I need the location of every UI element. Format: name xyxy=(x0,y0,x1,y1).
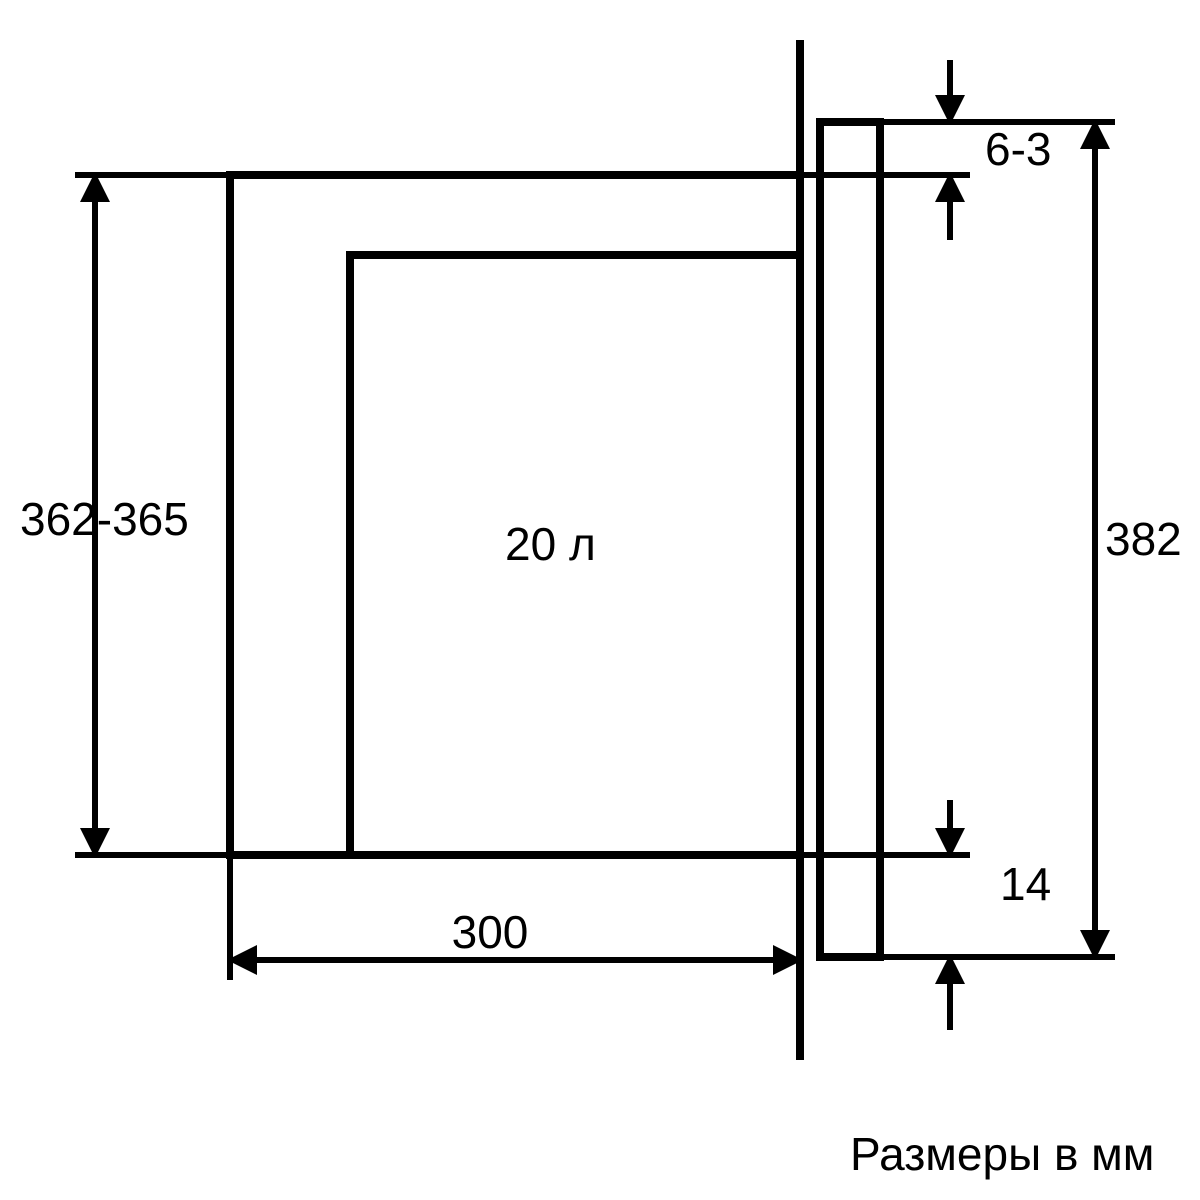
dim-bottom-gap-label: 14 xyxy=(1000,858,1051,910)
volume-label: 20 л xyxy=(505,518,596,570)
dim-width-label: 300 xyxy=(452,906,529,958)
outer-cabinet xyxy=(230,175,800,855)
dim-right-height-label: 382 xyxy=(1105,513,1182,565)
dim-left-height-label: 362-365 xyxy=(20,493,189,545)
dimension-diagram: 362-365 382 6-3 14 300 20 л Размеры в мм xyxy=(0,0,1200,1200)
caption: Размеры в мм xyxy=(850,1128,1154,1180)
dim-top-gap-label: 6-3 xyxy=(985,123,1051,175)
front-panel xyxy=(820,122,880,957)
